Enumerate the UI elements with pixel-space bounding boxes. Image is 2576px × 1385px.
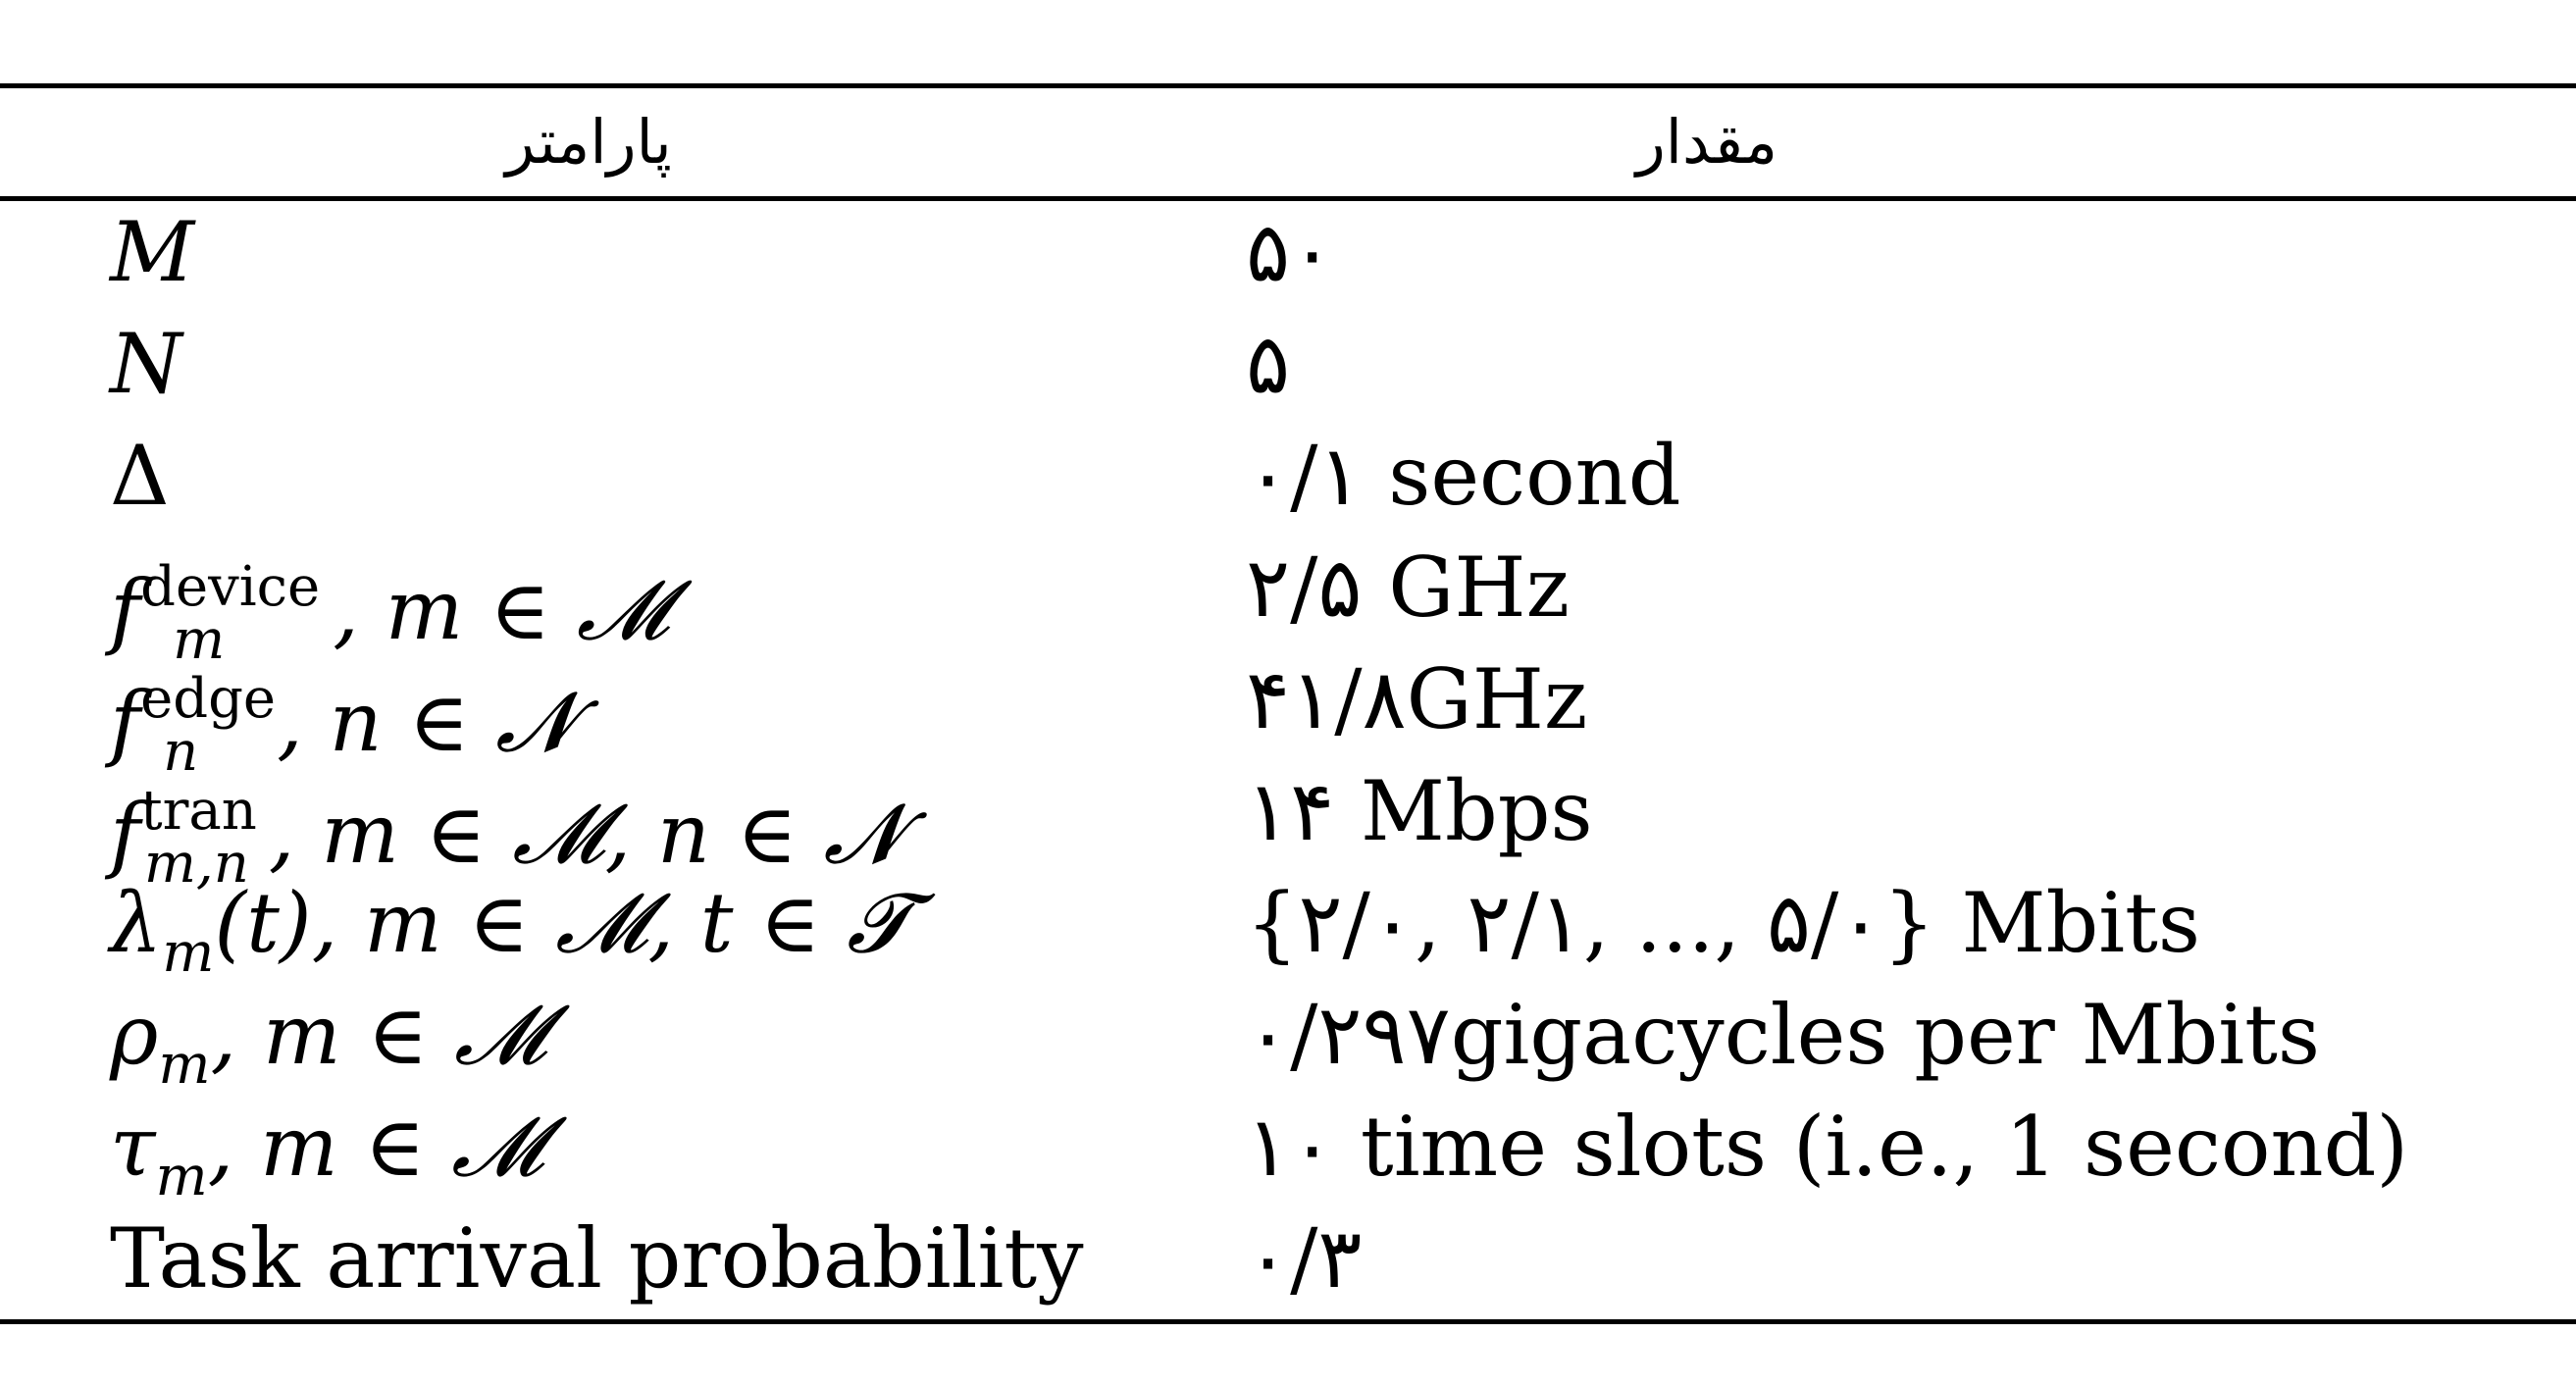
- param-symbol: λ: [110, 875, 163, 971]
- header-value: مقدار: [1635, 106, 1778, 178]
- param-cell: N: [110, 308, 182, 420]
- param-symbol: τ: [110, 1099, 156, 1195]
- table-top-rule: [0, 83, 2576, 88]
- value-cell: ۱۴ Mbps: [1246, 763, 1593, 859]
- param-symbol: N: [110, 316, 182, 412]
- param-subscript: m: [162, 921, 215, 985]
- param-cell: τm, m ∈ 𝓜: [110, 1091, 544, 1208]
- param-label: Task arrival probability: [110, 1210, 1084, 1307]
- param-cell: ρm, m ∈ 𝓜: [110, 979, 547, 1097]
- table-row: M ۵۰: [0, 196, 2576, 308]
- value-cell: ۰/۳: [1246, 1210, 1363, 1307]
- param-subscript: m: [173, 608, 226, 672]
- param-domain: , n ∈ 𝓝: [277, 674, 575, 770]
- param-cell: M: [110, 196, 194, 308]
- param-cell: Δ: [110, 420, 170, 532]
- table-row: Δ ۰/۱ second: [0, 420, 2576, 532]
- param-superscript: tran: [140, 779, 257, 843]
- table-bottom-rule: [0, 1319, 2576, 1324]
- value-cell: ۵۰: [1246, 204, 1335, 300]
- param-subscript: m,n: [143, 832, 249, 896]
- value-cell: {۲/۰, ۲/۱, ..., ۵/۰} Mbits: [1246, 875, 2201, 971]
- param-subscript: m: [155, 1145, 208, 1208]
- table-row: fedgen , n ∈ 𝓝 ۴۱/۸GHz: [0, 643, 2576, 784]
- param-cell: Task arrival probability: [110, 1203, 1084, 1314]
- value-cell: ۴۱/۸GHz: [1246, 651, 1588, 747]
- table-row: ftranm,n , m ∈ 𝓜, n ∈ 𝓝 ۱۴ Mbps: [0, 755, 2576, 896]
- param-symbol: f: [110, 562, 141, 658]
- param-symbol: M: [110, 204, 195, 300]
- param-domain: , m ∈ 𝓜: [333, 562, 669, 658]
- table-row: τm, m ∈ 𝓜 ۱۰ time slots (i.e., 1 second): [0, 1091, 2576, 1208]
- param-cell: ftranm,n , m ∈ 𝓜, n ∈ 𝓝: [110, 755, 902, 896]
- param-symbol: ρ: [110, 987, 159, 1083]
- param-symbol: Δ: [110, 428, 170, 524]
- value-cell: ۵: [1246, 316, 1291, 412]
- value-cell: ۲/۵ GHz: [1246, 539, 1570, 636]
- table-row: ρm, m ∈ 𝓜 ۰/۲۹۷gigacycles per Mbits: [0, 979, 2576, 1097]
- param-domain: (t), m ∈ 𝓜, t ∈ 𝓣: [214, 875, 910, 971]
- param-cell: fedgen , n ∈ 𝓝: [110, 643, 575, 784]
- value-cell: ۰/۲۹۷gigacycles per Mbits: [1246, 987, 2321, 1083]
- header-parameter: پارامتر: [505, 106, 672, 178]
- param-domain: , m ∈ 𝓜: [210, 987, 547, 1083]
- table-row: Task arrival probability ۰/۳: [0, 1203, 2576, 1314]
- table-row: λm(t), m ∈ 𝓜, t ∈ 𝓣 {۲/۰, ۲/۱, ..., ۵/۰}…: [0, 867, 2576, 985]
- param-subscript: m: [158, 1033, 211, 1097]
- param-symbol: f: [110, 786, 141, 882]
- value-cell: ۱۰ time slots (i.e., 1 second): [1246, 1099, 2409, 1195]
- table-header-rule: [0, 196, 2576, 201]
- param-domain: , m ∈ 𝓜: [207, 1099, 544, 1195]
- param-superscript: device: [140, 555, 321, 619]
- param-cell: λm(t), m ∈ 𝓜, t ∈ 𝓣: [110, 867, 910, 985]
- param-symbol: f: [110, 674, 141, 770]
- table-row: fdevicem , m ∈ 𝓜 ۲/۵ GHz: [0, 532, 2576, 672]
- param-domain: , m ∈ 𝓜, n ∈ 𝓝: [268, 786, 903, 882]
- table-row: N ۵: [0, 308, 2576, 420]
- param-subscript: n: [163, 720, 199, 784]
- value-cell: ۰/۱ second: [1246, 428, 1681, 524]
- param-superscript: edge: [140, 667, 277, 731]
- param-cell: fdevicem , m ∈ 𝓜: [110, 532, 669, 672]
